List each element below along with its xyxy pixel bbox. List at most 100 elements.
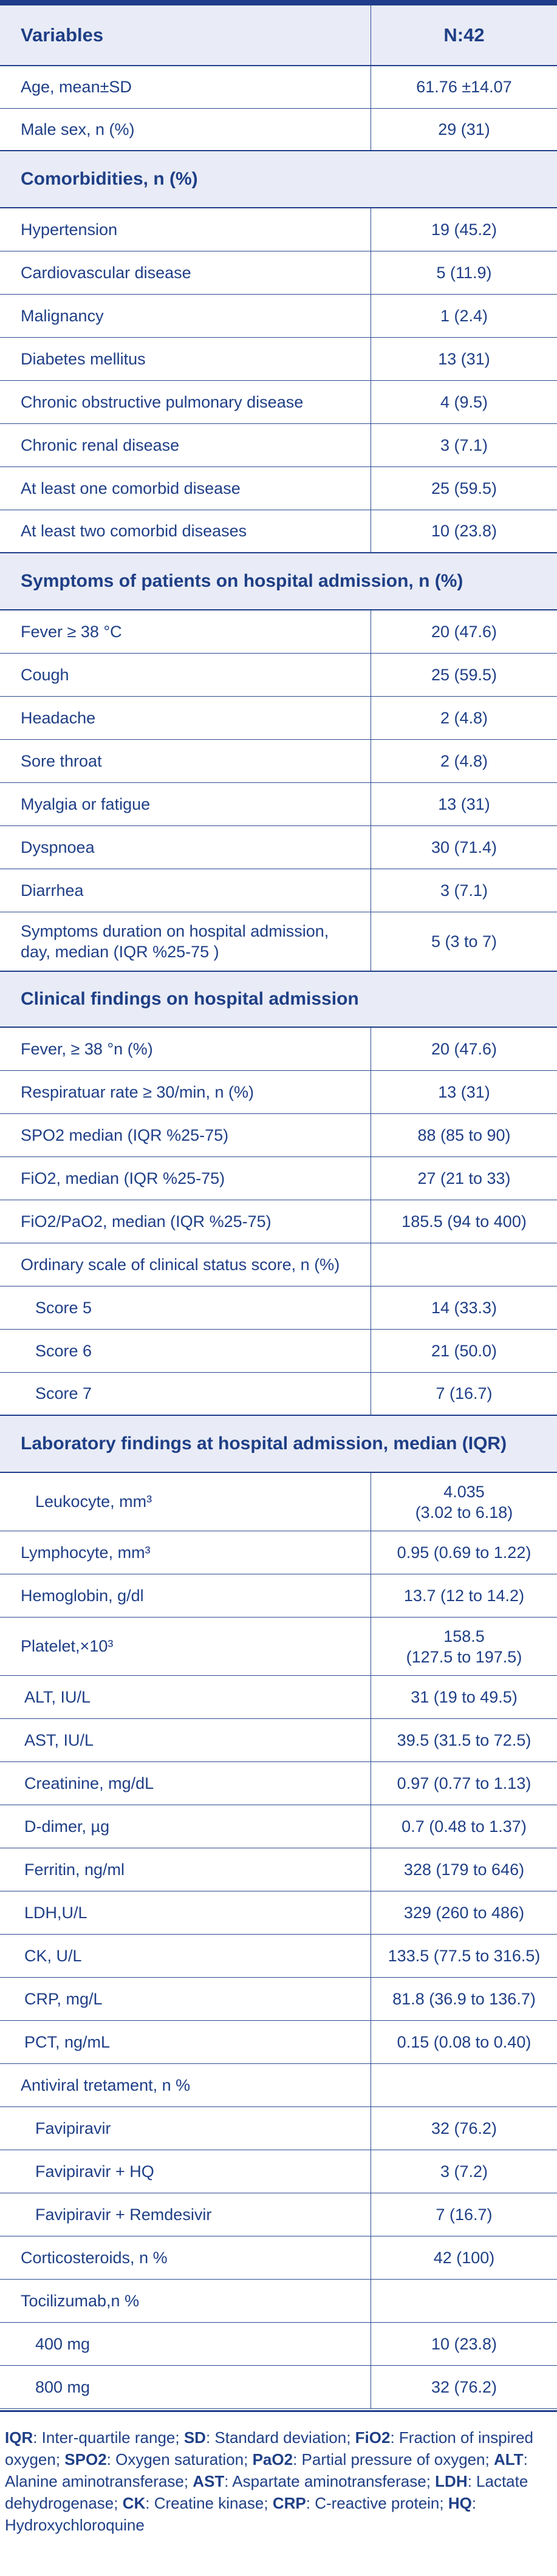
table-header: Variables N:42 [0,5,557,66]
table-row: Myalgia or fatigue 13 (31) [0,783,557,826]
table-row: Antiviral tretament, n % [0,2064,557,2107]
table-row: Fever, ≥ 38 °n (%) 20 (47.6) [0,1028,557,1071]
row-label: Leukocyte, mm³ [0,1473,371,1531]
abbr-text: : Inter-quartile range; [33,2428,184,2447]
abbr-text: : Alanine aminotransferase; [5,2450,528,2490]
row-label: Chronic renal disease [0,424,371,466]
row-label: Hemoglobin, g/dl [0,1574,371,1617]
row-value: 0.7 (0.48 to 1.37) [402,1817,527,1836]
header-n: N:42 [443,24,485,46]
section-comorbidities: Comorbidities, n (%) [0,151,557,208]
row-label: CRP, mg/L [0,1978,371,2020]
section-laboratory: Laboratory findings at hospital admissio… [0,1416,557,1473]
abbr: PaO2 [252,2450,293,2468]
row-value: 21 (50.0) [431,1341,497,1360]
row-label: Symptoms duration on hospital admission,… [0,912,371,971]
row-label: LDH,U/L [0,1891,371,1934]
row-label: Hypertension [0,208,371,251]
row-label: Creatinine, mg/dL [0,1762,371,1805]
table-row: FiO2, median (IQR %25-75) 27 (21 to 33) [0,1157,557,1200]
row-value: 20 (47.6) [431,622,497,641]
row-value: 27 (21 to 33) [417,1169,511,1187]
row-value: 32 (76.2) [431,2377,497,2396]
row-value: 5 (3 to 7) [431,932,497,951]
row-value: 2 (4.8) [440,708,488,727]
table-row: Favipiravir + Remdesivir 7 (16.7) [0,2193,557,2236]
section-title: Symptoms of patients on hospital admissi… [21,571,463,591]
table-row: D-dimer, µg 0.7 (0.48 to 1.37) [0,1805,557,1848]
row-value: 328 (179 to 646) [403,1860,525,1879]
row-label: Ferritin, ng/ml [0,1848,371,1891]
table-row: Favipiravir 32 (76.2) [0,2107,557,2150]
row-value-line: 4.035 [443,1482,485,1501]
table-row: CK, U/L 133.5 (77.5 to 316.5) [0,1935,557,1978]
row-label: FiO2/PaO2, median (IQR %25-75) [0,1200,371,1243]
table-row: PCT, ng/mL 0.15 (0.08 to 0.40) [0,2021,557,2064]
abbr: SPO2 [64,2450,107,2468]
table-row: Diabetes mellitus 13 (31) [0,338,557,381]
table-row: LDH,U/L 329 (260 to 486) [0,1891,557,1935]
abbr: SD [183,2428,206,2447]
table-row: Favipiravir + HQ 3 (7.2) [0,2150,557,2193]
abbr-text: : Oxygen saturation; [106,2450,253,2468]
row-value: 1 (2.4) [440,306,488,325]
table-row: Malignancy 1 (2.4) [0,295,557,338]
row-value: 13 (31) [438,794,490,813]
row-label: Antiviral tretament, n % [0,2064,371,2106]
section-title: Laboratory findings at hospital admissio… [21,1433,507,1454]
abbr-text: : Partial pressure of oxygen; [293,2450,494,2468]
table-row: Score 5 14 (33.3) [0,1286,557,1330]
row-value: 32 (76.2) [431,2119,497,2137]
row-label: Score 7 [0,1373,371,1415]
abbr-text: : Creatine kinase; [145,2494,273,2512]
abbr: AST [193,2472,225,2490]
row-label: Headache [0,697,371,739]
row-label: Tocilizumab,n % [0,2280,371,2322]
table-row: Headache 2 (4.8) [0,697,557,740]
abbr: CRP [272,2494,306,2512]
abbr-text: : Hydroxychloroquine [5,2494,477,2534]
table-row: Cardiovascular disease 5 (11.9) [0,251,557,295]
table-row: ALT, IU/L 31 (19 to 49.5) [0,1676,557,1719]
row-value: 30 (71.4) [431,838,497,856]
row-value: 14 (33.3) [431,1298,497,1317]
table-row: AST, IU/L 39.5 (31.5 to 72.5) [0,1719,557,1762]
table-row: Tocilizumab,n % [0,2280,557,2323]
row-label: AST, IU/L [0,1719,371,1761]
row-value: 0.97 (0.77 to 1.13) [397,1774,531,1792]
row-label: Fever, ≥ 38 °n (%) [0,1028,371,1070]
row-label: At least two comorbid diseases [0,510,371,552]
row-value: 0.15 (0.08 to 0.40) [397,2032,531,2051]
row-label: Platelet,×10³ [0,1618,371,1675]
row-value: 25 (59.5) [431,665,497,684]
row-value: 3 (7.1) [440,881,488,900]
row-value: 7 (16.7) [436,2205,493,2224]
row-label: Diabetes mellitus [0,338,371,380]
row-label: FiO2, median (IQR %25-75) [0,1157,371,1200]
table-row: Score 7 7 (16.7) [0,1373,557,1416]
row-value: 0.95 (0.69 to 1.22) [397,1543,531,1562]
row-label: Myalgia or fatigue [0,783,371,825]
table-row: Male sex, n (%) 29 (31) [0,109,557,151]
row-value-line: (127.5 to 197.5) [406,1647,522,1666]
section-title: Comorbidities, n (%) [21,169,198,189]
abbr-text: : Aspartate aminotransferase; [224,2472,436,2490]
section-clinical: Clinical findings on hospital admission [0,972,557,1028]
abbr: LDH [435,2472,468,2490]
row-value: 20 (47.6) [431,1039,497,1058]
row-value: 88 (85 to 90) [417,1126,511,1144]
row-value: 3 (7.1) [440,436,488,454]
row-label: Corticosteroids, n % [0,2236,371,2279]
row-value: 13 (31) [438,349,490,368]
table-row: Chronic renal disease 3 (7.1) [0,424,557,467]
abbr-text: : Fraction of inspired oxygen; [5,2428,534,2468]
row-value: 7 (16.7) [436,1384,493,1402]
row-value: 2 (4.8) [440,751,488,770]
table-row: FiO2/PaO2, median (IQR %25-75) 185.5 (94… [0,1200,557,1243]
table-row: Sore throat 2 (4.8) [0,740,557,783]
table-row: Creatinine, mg/dL 0.97 (0.77 to 1.13) [0,1762,557,1805]
row-label-line: day, median (IQR %25-75 ) [21,943,219,961]
row-value: 5 (11.9) [436,263,492,282]
table-row: Symptoms duration on hospital admission,… [0,912,557,972]
table-row: Respiratuar rate ≥ 30/min, n (%) 13 (31) [0,1071,557,1114]
